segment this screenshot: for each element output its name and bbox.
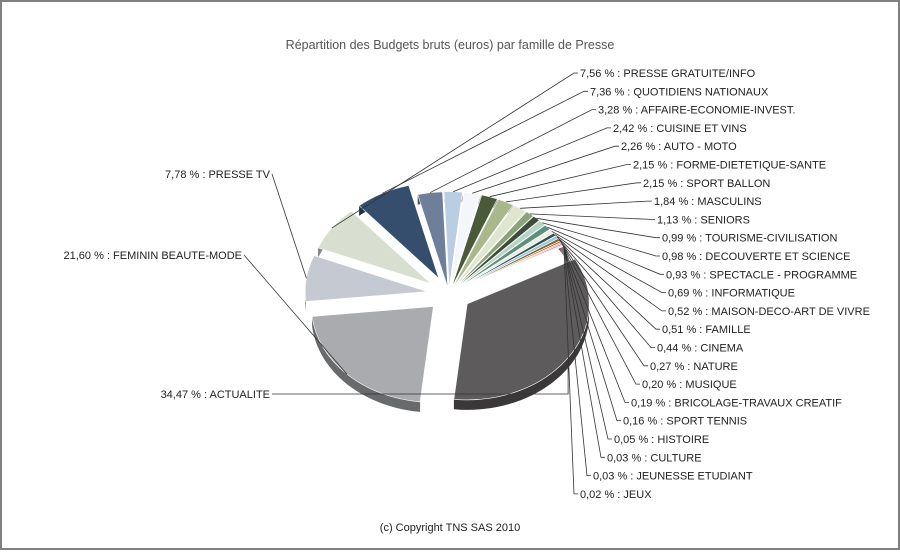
slice-label-presse-gratuite-info: 7,56 % : PRESSE GRATUITE/INFO bbox=[580, 68, 756, 80]
slice-label-maison-deco-art-de-vivre: 0,52 % : MAISON-DECO-ART DE VIVRE bbox=[668, 306, 870, 318]
slice-label-auto-moto: 2,26 % : AUTO - MOTO bbox=[621, 141, 737, 153]
slice-label-sport-tennis: 0,16 % : SPORT TENNIS bbox=[623, 416, 747, 428]
pie-slices bbox=[305, 185, 589, 412]
leader-line-affaire-economie-invest bbox=[430, 110, 596, 193]
slice-label-quotidiens-nationaux: 7,36 % : QUOTIDIENS NATIONAUX bbox=[590, 86, 769, 98]
leader-line-masculins bbox=[520, 201, 652, 208]
slice-label-cinema: 0,44 % : CINEMA bbox=[657, 343, 744, 355]
leader-line-seniors bbox=[530, 214, 655, 220]
slice-label-famille: 0,51 % : FAMILLE bbox=[662, 324, 751, 336]
slice-label-seniors: 1,13 % : SENIORS bbox=[657, 214, 750, 226]
slice-label-culture: 0,03 % : CULTURE bbox=[607, 452, 702, 464]
slice-label-forme-dietetique-sante: 2,15 % : FORME-DIETETIQUE-SANTE bbox=[633, 160, 826, 172]
slice-label-informatique: 0,69 % : INFORMATIQUE bbox=[668, 288, 795, 300]
slice-label-sport-ballon: 2,15 % : SPORT BALLON bbox=[643, 178, 770, 190]
slice-label-histoire: 0,05 % : HISTOIRE bbox=[614, 434, 709, 446]
slice-label-nature: 0,27 % : NATURE bbox=[650, 361, 738, 373]
slice-label-jeux: 0,02 % : JEUX bbox=[580, 489, 652, 501]
slice-label-tourisme-civilisation: 0,99 % : TOURISME-CIVILISATION bbox=[662, 233, 837, 245]
leader-line-cuisine-et-vins bbox=[453, 128, 611, 192]
chart-title: Répartition des Budgets bruts (euros) pa… bbox=[286, 38, 615, 52]
slice-label-musique: 0,20 % : MUSIQUE bbox=[642, 379, 737, 391]
slice-label-cuisine-et-vins: 2,42 % : CUISINE ET VINS bbox=[613, 123, 747, 135]
slice-label-actualite: 34,47 % : ACTUALITE bbox=[161, 389, 270, 401]
slice-label-presse-tv: 7,78 % : PRESSE TV bbox=[165, 169, 271, 181]
slice-label-masculins: 1,84 % : MASCULINS bbox=[654, 196, 762, 208]
slice-label-affaire-economie-invest: 3,28 % : AFFAIRE-ECONOMIE-INVEST. bbox=[598, 105, 795, 117]
slice-feminin-beaute-mode bbox=[312, 306, 433, 402]
slice-label-spectacle-programme: 0,93 % : SPECTACLE - PROGRAMME bbox=[666, 269, 857, 281]
slice-label-jeunesse-etudiant: 0,03 % : JEUNESSE ETUDIANT bbox=[593, 471, 753, 483]
slice-label-decouverte-et-science: 0,98 % : DECOUVERTE ET SCIENCE bbox=[662, 251, 850, 263]
leader-line-presse-tv bbox=[272, 174, 306, 278]
slice-label-bricolage-travaux-creatif: 0,19 % : BRICOLAGE-TRAVAUX CREATIF bbox=[631, 397, 842, 409]
copyright-footer: (c) Copyright TNS SAS 2010 bbox=[380, 522, 520, 534]
leader-line-sport-ballon bbox=[506, 183, 641, 202]
slice-label-feminin-beaute-mode: 21,60 % : FEMININ BEAUTE-MODE bbox=[64, 250, 242, 262]
